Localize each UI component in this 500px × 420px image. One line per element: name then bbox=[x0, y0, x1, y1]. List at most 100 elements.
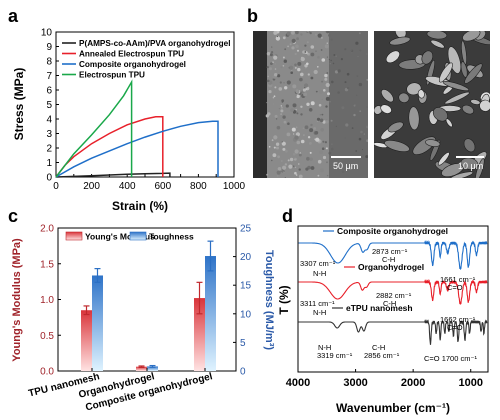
sem-speckle bbox=[280, 113, 282, 115]
sem-speckle bbox=[294, 149, 299, 154]
sem-speckle bbox=[303, 134, 305, 136]
c-bar bbox=[92, 275, 103, 371]
sem-speckle bbox=[362, 149, 363, 151]
sem-fiber bbox=[460, 157, 479, 170]
sem-speckle bbox=[286, 80, 291, 85]
sem-speckle bbox=[296, 94, 300, 99]
sem-speckle bbox=[326, 56, 328, 58]
sem-speckle bbox=[276, 174, 279, 177]
sem-speckle bbox=[282, 147, 286, 151]
sem-speckle bbox=[292, 165, 295, 168]
chart-c-y2label: Toughness (MJ/m³) bbox=[263, 250, 275, 350]
sem-texture-right bbox=[374, 31, 490, 178]
sem-speckle bbox=[273, 55, 278, 60]
sem-speckle bbox=[286, 132, 291, 137]
sem-speckle bbox=[272, 61, 274, 63]
sem-speckle bbox=[272, 153, 277, 158]
sem-image-cross-section: 50 μm bbox=[253, 31, 368, 178]
sem-speckle bbox=[341, 106, 345, 110]
sem-fiber bbox=[437, 152, 450, 166]
sem-speckle bbox=[325, 120, 329, 124]
sem-speckle bbox=[291, 38, 296, 43]
sem-fiber bbox=[449, 171, 474, 178]
sem-speckle bbox=[295, 126, 298, 129]
sem-speckle bbox=[321, 98, 323, 101]
sem-fiber bbox=[462, 31, 481, 42]
sem-speckle bbox=[321, 80, 324, 83]
sem-speckle bbox=[309, 151, 312, 154]
sem-speckle bbox=[307, 136, 311, 139]
sem-speckle bbox=[307, 31, 310, 33]
d-annotation: 3307 cm⁻¹ bbox=[300, 259, 336, 268]
sem-speckle bbox=[273, 31, 278, 35]
c-y2tick-label: 15 bbox=[240, 281, 252, 292]
sem-speckle bbox=[310, 166, 315, 170]
sem-speckle bbox=[322, 120, 326, 124]
sem-speckle bbox=[366, 53, 368, 55]
sem-speckle bbox=[299, 77, 303, 82]
sem-speckle bbox=[287, 159, 290, 162]
sem-speckle bbox=[276, 125, 281, 130]
sem-speckle bbox=[315, 33, 318, 36]
sem-speckle bbox=[316, 120, 319, 123]
sem-speckle bbox=[302, 50, 306, 54]
sem-speckle bbox=[275, 118, 278, 120]
a-xtick-label: 400 bbox=[119, 181, 136, 192]
c-bar bbox=[205, 256, 216, 371]
sem-speckle bbox=[318, 103, 322, 107]
panel-a-letter: a bbox=[8, 6, 19, 26]
sem-speckle bbox=[296, 140, 301, 145]
c-legend-swatch bbox=[65, 231, 83, 241]
sem-fiber bbox=[475, 158, 485, 178]
sem-speckle bbox=[308, 108, 313, 112]
d-annotation: C=O bbox=[447, 283, 463, 292]
sem-speckle bbox=[310, 101, 315, 106]
sem-speckle bbox=[299, 71, 302, 73]
sem-speckle bbox=[360, 130, 363, 134]
sem-speckle bbox=[271, 51, 274, 54]
sem-speckle bbox=[321, 58, 326, 62]
d-annotation: C-H bbox=[382, 255, 395, 264]
sem-speckle bbox=[289, 43, 292, 46]
c-ytick-label: 1.5 bbox=[40, 259, 54, 270]
sem-speckle bbox=[313, 69, 318, 75]
sem-speckle bbox=[300, 33, 303, 36]
sem-speckle bbox=[284, 86, 288, 90]
c-legend-label: Young's Modulus bbox=[85, 232, 155, 242]
sem-speckle bbox=[298, 168, 301, 171]
a-xtick-label: 600 bbox=[154, 181, 171, 192]
a-ytick-label: 0 bbox=[46, 173, 52, 184]
sem-speckle bbox=[314, 131, 319, 135]
sem-speckle bbox=[324, 77, 328, 81]
sem-fiber bbox=[445, 118, 453, 128]
sem-speckle bbox=[320, 128, 324, 132]
sem-speckle bbox=[326, 72, 329, 74]
sem-speckle bbox=[317, 174, 320, 177]
sem-speckle bbox=[269, 53, 273, 57]
sem-speckle bbox=[283, 171, 285, 174]
d-annotation: 3319 cm⁻¹ bbox=[317, 351, 353, 360]
sem-speckle bbox=[303, 92, 308, 97]
sem-speckle bbox=[295, 89, 300, 94]
sem-speckle bbox=[266, 79, 270, 83]
sem-speckle bbox=[270, 62, 273, 65]
sem-speckle bbox=[325, 147, 328, 150]
sem-speckle bbox=[269, 67, 272, 71]
sem-speckle bbox=[321, 37, 323, 39]
sem-speckle bbox=[300, 105, 303, 109]
sem-speckle bbox=[278, 108, 280, 110]
sem-texture-left bbox=[253, 31, 368, 178]
sem-speckle bbox=[290, 108, 294, 112]
sem-speckle bbox=[299, 152, 302, 154]
sem-speckle bbox=[366, 106, 368, 108]
sem-speckle bbox=[329, 101, 331, 103]
sem-speckle bbox=[271, 159, 273, 162]
sem-speckle bbox=[337, 91, 340, 94]
sem-speckle bbox=[284, 177, 286, 178]
sem-speckle bbox=[328, 59, 330, 60]
sem-speckle bbox=[306, 41, 309, 44]
sem-speckle bbox=[298, 153, 302, 157]
sem-speckle bbox=[348, 166, 353, 170]
sem-speckle bbox=[321, 147, 325, 150]
